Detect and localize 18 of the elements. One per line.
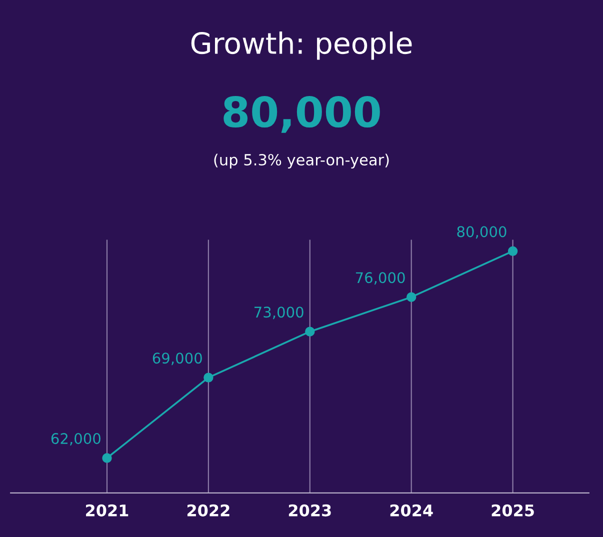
x-tick-label: 2023 — [288, 504, 331, 516]
text: (up 5.3% year-on-year) — [214, 154, 389, 168]
data-label: 80,000 — [457, 226, 506, 239]
point — [406, 292, 416, 302]
point — [508, 246, 518, 256]
data-label: 73,000 — [254, 306, 304, 320]
data-label: 62,000 — [51, 433, 100, 446]
chart-title: Growth: people — [191, 32, 412, 60]
chart-subtitle: 80,000 — [224, 96, 380, 133]
data-label: 76,000 — [356, 272, 405, 285]
point — [204, 372, 214, 382]
x-tick-label: 2025 — [492, 504, 534, 516]
x-tick-label: 2021 — [86, 504, 128, 516]
x-tick-label: 2022 — [187, 504, 230, 516]
point — [102, 453, 112, 463]
point — [305, 326, 315, 336]
data-label: 69,000 — [152, 352, 202, 366]
x-tick-label: 2024 — [390, 504, 433, 516]
